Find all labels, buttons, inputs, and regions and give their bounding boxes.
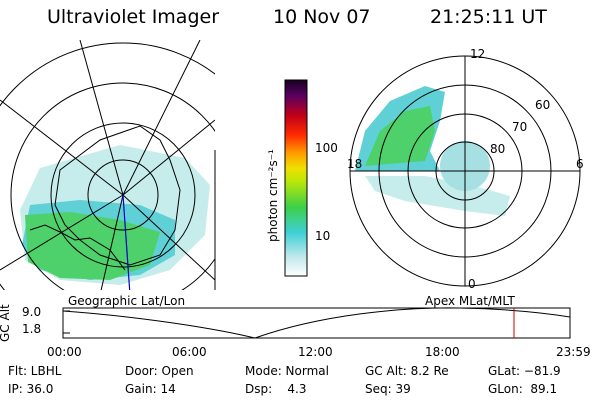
mode-readout: Mode: Normal	[245, 364, 329, 378]
mlat-label-80: 80	[490, 142, 506, 156]
glat-readout: GLat: −81.9	[488, 364, 561, 378]
time-tick-2359: 23:59	[556, 345, 591, 359]
mlat-label-60: 60	[535, 98, 551, 112]
meridian-line	[79, 40, 124, 196]
aurora-glow-core	[365, 106, 435, 166]
colorbar-unit-label: photon cm⁻²s⁻¹	[266, 149, 280, 242]
mlt-label-0: 0	[468, 277, 476, 291]
gain-readout: Gain: 14	[125, 382, 176, 396]
geographic-image-panel	[0, 40, 216, 290]
aurora-glow-core	[25, 212, 160, 280]
meridian-line	[0, 99, 124, 196]
door-readout: Door: Open	[125, 364, 194, 378]
antarctica-outline	[54, 125, 181, 266]
latitude-circle	[0, 42, 215, 290]
altitude-plot-frame	[62, 307, 571, 339]
altitude-tick-1-8: 1.8	[22, 322, 42, 336]
mlat-label-70: 70	[512, 120, 528, 134]
time-tick-1800: 18:00	[425, 345, 460, 359]
altitude-axis-title: GC Alt	[0, 304, 12, 342]
instrument-title: Ultraviolet Imager	[47, 6, 220, 28]
time-tick-0600: 06:00	[172, 345, 207, 359]
time-tick-1200: 12:00	[298, 345, 333, 359]
seq-readout: Seq: 39	[365, 382, 411, 396]
aurora-glow-low	[365, 176, 510, 216]
apex-caption: Apex MLat/MLT	[425, 294, 515, 308]
time-label: 21:25:11 UT	[430, 6, 547, 28]
glon-readout: GLon: 89.1	[488, 382, 558, 396]
polar-mlat-mlt-panel	[349, 55, 581, 287]
mlt-label-12: 12	[470, 47, 486, 61]
meridian-line	[100, 194, 124, 290]
altitude-tick-9: 9.0	[22, 305, 42, 319]
altitude-curve	[62, 307, 571, 339]
latitude-circle	[50, 122, 196, 268]
filter-readout: Flt: LBHL	[8, 364, 62, 378]
noon-meridian-line	[122, 194, 131, 290]
meridian-line	[122, 40, 201, 196]
date-label: 10 Nov 07	[273, 6, 371, 28]
time-tick-0000: 00:00	[47, 345, 82, 359]
altitude-plot	[62, 307, 571, 339]
geographic-caption: Geographic Lat/Lon	[68, 294, 186, 308]
dsp-readout: Dsp: 4.3	[245, 382, 307, 396]
meridian-line	[122, 194, 215, 281]
latitude-circle	[87, 159, 159, 231]
latitude-circle	[10, 82, 215, 290]
mlt-label-18: 18	[347, 157, 363, 171]
ip-readout: IP: 36.0	[8, 382, 54, 396]
intensity-colorbar	[284, 79, 308, 277]
meridian-line	[0, 194, 124, 271]
meridian-line	[122, 119, 215, 196]
gc-alt-readout: GC Alt: 8.2 Re	[365, 364, 449, 378]
colorbar-tick-10: 10	[315, 229, 331, 243]
mlt-label-6: 6	[576, 157, 584, 171]
colorbar-tick-100: 100	[315, 141, 338, 155]
